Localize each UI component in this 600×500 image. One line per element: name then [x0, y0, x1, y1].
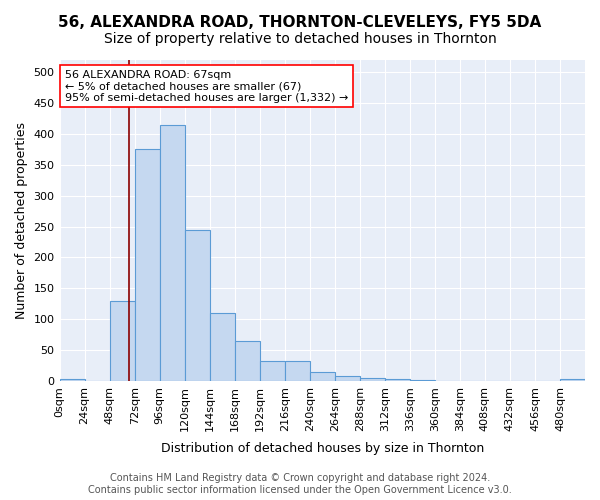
Text: 56 ALEXANDRA ROAD: 67sqm
← 5% of detached houses are smaller (67)
95% of semi-de: 56 ALEXANDRA ROAD: 67sqm ← 5% of detache… — [65, 70, 348, 103]
Bar — [134, 150, 160, 381]
Bar — [310, 372, 335, 381]
Y-axis label: Number of detached properties: Number of detached properties — [15, 122, 28, 319]
Bar — [260, 360, 285, 381]
Bar — [385, 379, 410, 381]
Bar — [285, 360, 310, 381]
Bar — [209, 313, 235, 381]
Bar — [160, 125, 185, 381]
Bar — [560, 379, 585, 381]
Bar — [335, 376, 360, 381]
Bar — [360, 378, 385, 381]
Bar — [110, 300, 134, 381]
Bar — [235, 342, 260, 381]
Text: 56, ALEXANDRA ROAD, THORNTON-CLEVELEYS, FY5 5DA: 56, ALEXANDRA ROAD, THORNTON-CLEVELEYS, … — [58, 15, 542, 30]
Bar — [185, 230, 209, 381]
Text: Size of property relative to detached houses in Thornton: Size of property relative to detached ho… — [104, 32, 496, 46]
Bar — [410, 380, 435, 381]
X-axis label: Distribution of detached houses by size in Thornton: Distribution of detached houses by size … — [161, 442, 484, 455]
Text: Contains HM Land Registry data © Crown copyright and database right 2024.
Contai: Contains HM Land Registry data © Crown c… — [88, 474, 512, 495]
Bar — [59, 379, 85, 381]
